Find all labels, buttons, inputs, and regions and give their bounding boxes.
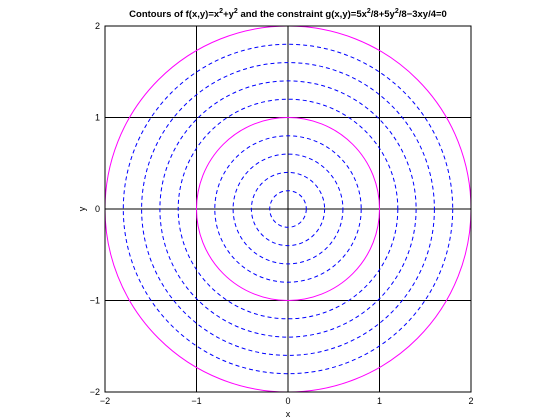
title-superscript: 2 <box>219 8 223 15</box>
title-text-segment: +y <box>223 9 235 20</box>
dashed-contour-0 <box>269 190 307 228</box>
title-superscript: 2 <box>234 8 238 15</box>
chart-title: Contours of f(x,y)=x2+y2 and the constra… <box>129 8 447 20</box>
tick-layer: −2 −1 0 1 2 −2 −1 0 1 2 <box>90 21 474 406</box>
y-tick-label-0: −2 <box>90 387 100 397</box>
y-axis-label: y <box>77 206 87 211</box>
dashed-contour-1 <box>250 171 326 247</box>
x-tick-label-4: 2 <box>468 396 473 406</box>
x-tick-label-3: 1 <box>377 396 382 406</box>
y-tick-label-4: 2 <box>95 21 100 31</box>
dashed-contour-6 <box>141 62 435 356</box>
dashed-contour-3 <box>214 135 362 283</box>
title-text-segment: /8−3xy/4=0 <box>399 9 447 20</box>
y-tick-label-3: 1 <box>95 113 100 123</box>
dashed-contour-2 <box>232 153 344 265</box>
y-tick-label-2: 0 <box>95 204 100 214</box>
dashed-contour-7 <box>122 43 454 375</box>
dashed-contour-4 <box>177 98 399 320</box>
x-tick-label-2: 0 <box>285 396 290 406</box>
title-superscript: 2 <box>395 8 399 15</box>
title-text-segment: and the constraint g(x,y)=5x <box>238 9 368 20</box>
title-text-segment: Contours of f(x,y)=x <box>129 9 220 20</box>
x-tick-label-1: −1 <box>191 396 201 406</box>
title-text-segment: /8+5y <box>371 9 396 20</box>
x-tick-label-0: −2 <box>100 396 110 406</box>
title-superscript: 2 <box>367 8 371 15</box>
y-tick-label-1: −1 <box>90 296 100 306</box>
solid-contour-0 <box>196 117 380 301</box>
dashed-contour-5 <box>159 80 417 338</box>
x-axis-label: x <box>286 409 291 419</box>
